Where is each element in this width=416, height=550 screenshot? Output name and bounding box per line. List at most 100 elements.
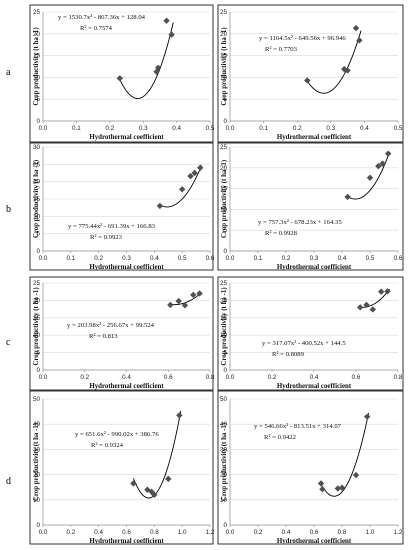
chart-panel-4: 0 5 10 15 20 25 0.0 0.1 0.2 0.3 0.4 0.5 0.6 Hydrother… (217, 142, 404, 271)
data-point (176, 412, 183, 419)
y-tick-label: 10 (33, 213, 41, 220)
data-point (369, 306, 376, 313)
y-tick-label: 20 (220, 165, 228, 172)
x-tick-label: 0.2 (66, 529, 75, 536)
y-tick-label: 25 (33, 9, 41, 16)
x-tick-label: 0.3 (310, 255, 319, 262)
data-point (364, 413, 371, 420)
x-tick-label: 0.2 (94, 255, 103, 262)
x-tick-label: 0.5 (366, 255, 375, 262)
data-point (366, 174, 374, 181)
y-tick-label: 25 (220, 9, 228, 16)
x-tick-label: 0.8 (206, 374, 215, 381)
chart-frame (217, 276, 404, 391)
x-tick-label: 0.6 (206, 255, 215, 262)
y-axis-title: Crop productivity (t ha -1) (221, 287, 228, 365)
data-point (187, 172, 194, 180)
r-squared-label: R² = 0.7574 (80, 25, 113, 32)
trendline (347, 151, 391, 200)
y-tick-label: 0 (36, 522, 40, 529)
y-axis-title: Crop productivity (t ha -1) (221, 27, 228, 105)
y-tick-label: 10 (220, 497, 228, 504)
trendline (133, 410, 182, 499)
data-point (144, 486, 151, 493)
x-tick-label: 0.1 (72, 125, 81, 132)
trendline (170, 292, 202, 306)
y-tick-label: 40 (220, 421, 228, 428)
data-point (153, 68, 160, 75)
x-tick-label: 1.2 (206, 529, 215, 536)
x-tick-label: 0.5 (394, 125, 403, 132)
y-tick-label: 30 (220, 446, 228, 453)
trendline-equation: y = 757.3x² - 678.23x + 164.35 (258, 219, 342, 226)
x-tick-label: 0.0 (226, 255, 235, 262)
y-tick-label: 40 (33, 421, 41, 428)
y-tick-label: 25 (33, 161, 41, 168)
x-tick-label: 0.3 (326, 125, 335, 132)
row-label-b: b (6, 204, 11, 215)
row-label-d: d (6, 476, 11, 487)
data-point (151, 491, 158, 498)
x-tick-label: 0.3 (122, 255, 131, 262)
x-tick-label: 0.0 (226, 529, 235, 536)
chart-panel-8: 0 10 20 30 40 50 0.0 0.2 0.4 0.6 0.8 1.0 1.2 Hydrothe… (217, 390, 404, 545)
x-tick-label: 0.2 (80, 374, 89, 381)
x-tick-label: 0.2 (268, 374, 277, 381)
y-axis-title: Crop productivity (t ha -1) (221, 423, 228, 501)
y-tick-label: 20 (220, 297, 228, 304)
x-tick-label: 0.8 (338, 529, 347, 536)
r-squared-label: R² = 0.9928 (265, 230, 298, 237)
y-tick-label: 10 (33, 497, 41, 504)
y-tick-label: 15 (220, 315, 228, 322)
trendline-equation: y = 317.07x² - 400.52x + 144.5 (262, 340, 346, 347)
x-axis-title: Hydrothermal coefficient (89, 134, 164, 141)
x-tick-label: 0.1 (66, 255, 75, 262)
data-point (197, 164, 204, 171)
y-tick-label: 5 (36, 350, 40, 357)
x-tick-label: 0.4 (122, 374, 131, 381)
y-tick-label: 5 (223, 350, 227, 357)
x-tick-label: 0.6 (164, 374, 173, 381)
x-tick-label: 0.6 (394, 255, 403, 262)
y-tick-label: 10 (220, 332, 228, 339)
r-squared-label: R² = 0.7703 (265, 46, 298, 53)
data-point (344, 67, 351, 74)
y-tick-label: 50 (220, 396, 228, 403)
data-point (344, 193, 351, 201)
data-point (319, 486, 326, 493)
x-tick-label: 0.4 (282, 529, 291, 536)
y-tick-label: 15 (220, 186, 228, 193)
trendline-equation: y = 1530.7x² - 867.36x + 128.04 (58, 14, 146, 21)
x-tick-label: 0.2 (282, 255, 291, 262)
trendline (119, 22, 174, 99)
data-point (165, 475, 172, 483)
y-tick-label: 20 (220, 472, 228, 479)
y-tick-label: 20 (33, 31, 41, 38)
data-point (384, 288, 391, 295)
trendline-equation: y = 775.44x² - 691.39x + 166.83 (68, 223, 156, 230)
data-point (379, 160, 386, 167)
chart-frame (29, 390, 214, 545)
trendline-equation: y = 651.6x² - 990.02x + 386.76 (75, 431, 159, 438)
y-tick-label: 20 (33, 179, 41, 186)
row-label-c: c (6, 337, 11, 348)
data-point (130, 480, 137, 487)
x-axis-title: Hydrothermal coefficient (277, 383, 352, 390)
x-tick-label: 1.0 (178, 529, 187, 536)
x-tick-label: 0.0 (39, 125, 48, 132)
y-tick-label: 5 (223, 96, 227, 103)
x-tick-label: 0.8 (150, 529, 159, 536)
y-tick-label: 10 (220, 206, 228, 213)
y-tick-label: 0 (223, 522, 227, 529)
trendline (320, 412, 370, 497)
data-point (357, 304, 364, 311)
x-tick-label: 0.0 (226, 125, 235, 132)
x-axis-title: Hydrothermal coefficient (277, 538, 352, 545)
x-tick-label: 0.6 (122, 529, 131, 536)
x-tick-label: 0.2 (254, 529, 263, 536)
data-point (116, 75, 124, 82)
y-tick-label: 15 (220, 53, 228, 60)
data-point (178, 186, 186, 193)
y-tick-label: 30 (33, 446, 41, 453)
